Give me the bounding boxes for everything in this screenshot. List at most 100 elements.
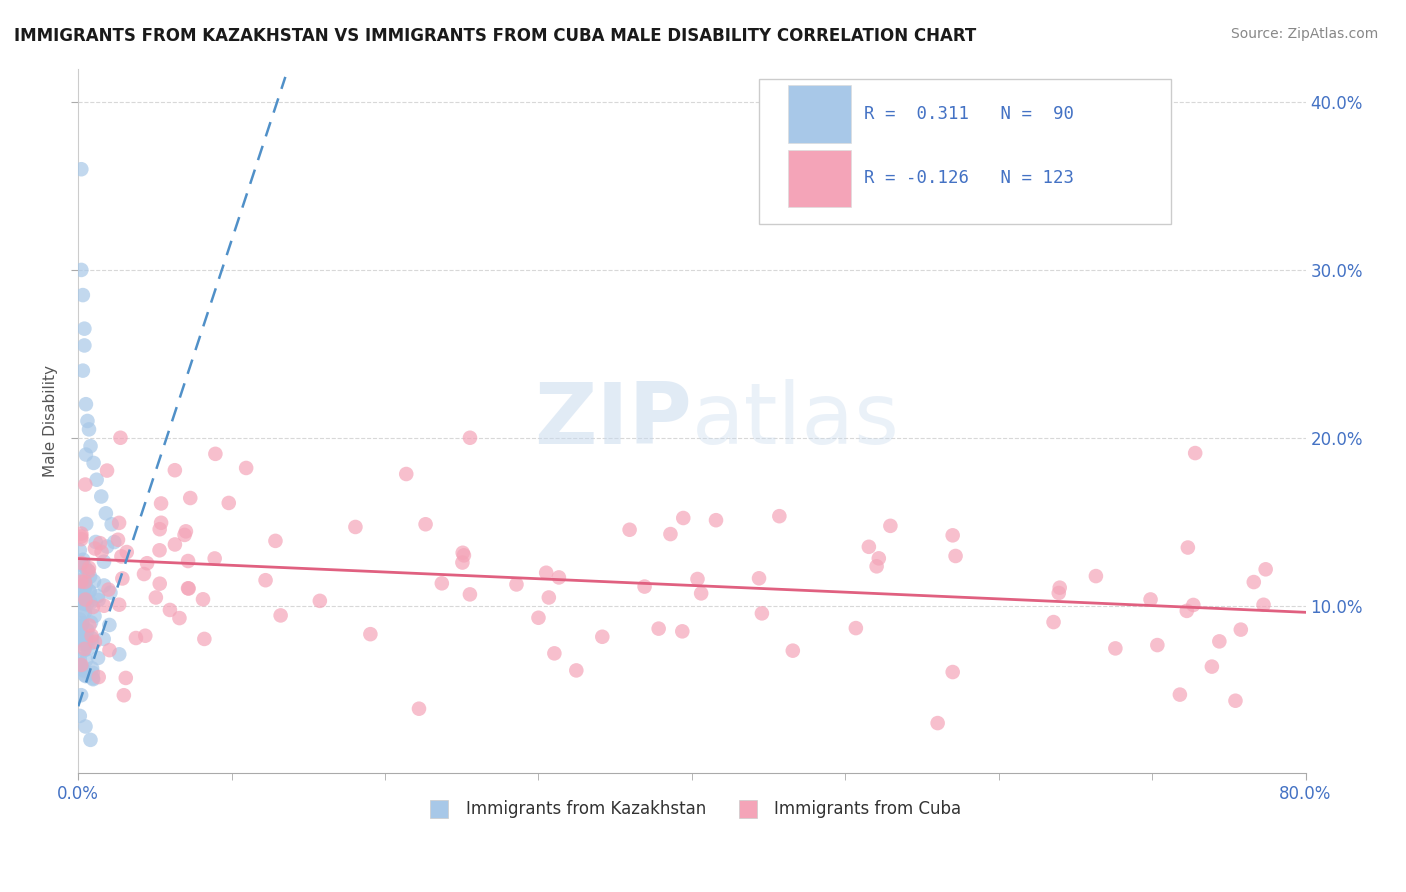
Point <box>115 545 138 559</box>
Point <box>149 522 172 536</box>
Point <box>543 646 565 660</box>
Point <box>70 529 93 543</box>
Point <box>1243 575 1265 590</box>
Point <box>150 516 173 530</box>
Point <box>79 732 101 747</box>
Point <box>782 643 804 657</box>
Point <box>458 587 481 601</box>
Point <box>150 496 173 510</box>
FancyBboxPatch shape <box>787 150 852 207</box>
Point <box>415 517 437 532</box>
Point <box>768 509 790 524</box>
Point <box>96 540 118 554</box>
Point <box>75 653 97 667</box>
Point <box>458 431 481 445</box>
Point <box>80 632 103 646</box>
Point <box>453 549 475 563</box>
Point <box>72 363 94 377</box>
Point <box>177 582 200 596</box>
Point <box>1139 592 1161 607</box>
Point <box>93 555 115 569</box>
Point <box>90 545 112 559</box>
Point <box>90 490 112 504</box>
Point <box>204 551 226 566</box>
Point <box>82 672 104 686</box>
Point <box>80 661 103 675</box>
Point <box>93 578 115 592</box>
Point <box>159 603 181 617</box>
Point <box>647 622 669 636</box>
Point <box>84 535 107 549</box>
Point <box>527 611 550 625</box>
Point <box>75 397 97 411</box>
Point <box>70 526 93 541</box>
Point <box>69 543 91 558</box>
Point <box>218 496 240 510</box>
Point <box>430 576 453 591</box>
Point <box>858 540 880 554</box>
Point <box>73 641 96 656</box>
Point <box>395 467 418 481</box>
Point <box>79 584 101 599</box>
Point <box>1182 598 1205 612</box>
Point <box>1175 604 1198 618</box>
Point <box>748 571 770 585</box>
Point <box>173 528 195 542</box>
Point <box>96 464 118 478</box>
Point <box>80 629 103 643</box>
Point <box>84 635 107 649</box>
Point <box>94 506 117 520</box>
FancyBboxPatch shape <box>759 79 1171 224</box>
Point <box>93 599 115 613</box>
Point <box>75 669 97 683</box>
Point <box>77 564 100 578</box>
Point <box>75 639 97 653</box>
Point <box>73 584 96 599</box>
Point <box>69 657 91 671</box>
Point <box>77 641 100 656</box>
Point <box>70 574 93 589</box>
Point <box>264 533 287 548</box>
Point <box>235 461 257 475</box>
Point <box>70 632 93 647</box>
Point <box>942 665 965 679</box>
Point <box>70 688 93 702</box>
Point <box>672 511 695 525</box>
Point <box>87 670 110 684</box>
Text: R =  0.311   N =  90: R = 0.311 N = 90 <box>863 104 1074 122</box>
FancyBboxPatch shape <box>787 85 852 143</box>
Point <box>75 719 97 733</box>
Point <box>254 573 277 587</box>
Point <box>72 553 94 567</box>
Point <box>86 473 108 487</box>
Point <box>134 629 156 643</box>
Point <box>751 607 773 621</box>
Point <box>111 571 134 585</box>
Point <box>70 532 93 546</box>
Point <box>75 560 97 574</box>
Point <box>69 660 91 674</box>
Point <box>75 448 97 462</box>
Legend: Immigrants from Kazakhstan, Immigrants from Cuba: Immigrants from Kazakhstan, Immigrants f… <box>416 794 969 825</box>
Point <box>548 570 571 584</box>
Point <box>72 288 94 302</box>
Point <box>73 636 96 650</box>
Point <box>70 162 93 177</box>
Point <box>108 516 131 530</box>
Point <box>270 608 292 623</box>
Point <box>174 524 197 539</box>
Point <box>125 631 148 645</box>
Point <box>75 516 97 531</box>
Point <box>69 619 91 633</box>
Point <box>76 631 98 645</box>
Point <box>93 632 115 646</box>
Point <box>408 702 430 716</box>
Point <box>70 556 93 570</box>
Point <box>73 571 96 585</box>
Point <box>1084 569 1107 583</box>
Point <box>1049 581 1071 595</box>
Point <box>73 577 96 591</box>
Point <box>537 591 560 605</box>
Point <box>70 263 93 277</box>
Point <box>879 519 901 533</box>
